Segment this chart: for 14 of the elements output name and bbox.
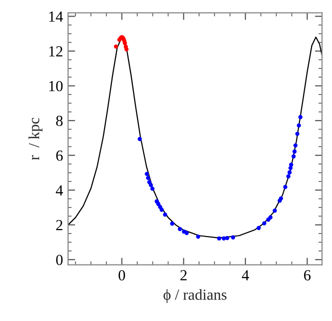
x-tick-label: 6 (304, 270, 311, 280)
y-tick-label: 4 (56, 185, 63, 196)
x-tick-label: 4 (242, 270, 249, 280)
y-tick-label: 14 (49, 12, 63, 22)
y-axis-title: r / kpc (28, 118, 42, 160)
y-tick-label: 6 (56, 150, 63, 161)
x-axis-title: ϕ / radians (164, 289, 227, 303)
y-tick-label: 12 (49, 46, 62, 56)
y-tick-label: 0 (56, 254, 63, 266)
x-tick-label: 2 (180, 270, 187, 280)
x-tick-label: 0 (118, 270, 126, 280)
y-tick-label: 2 (56, 220, 62, 230)
y-tick-label: 8 (56, 116, 63, 126)
y-tick-label: 10 (49, 80, 63, 92)
